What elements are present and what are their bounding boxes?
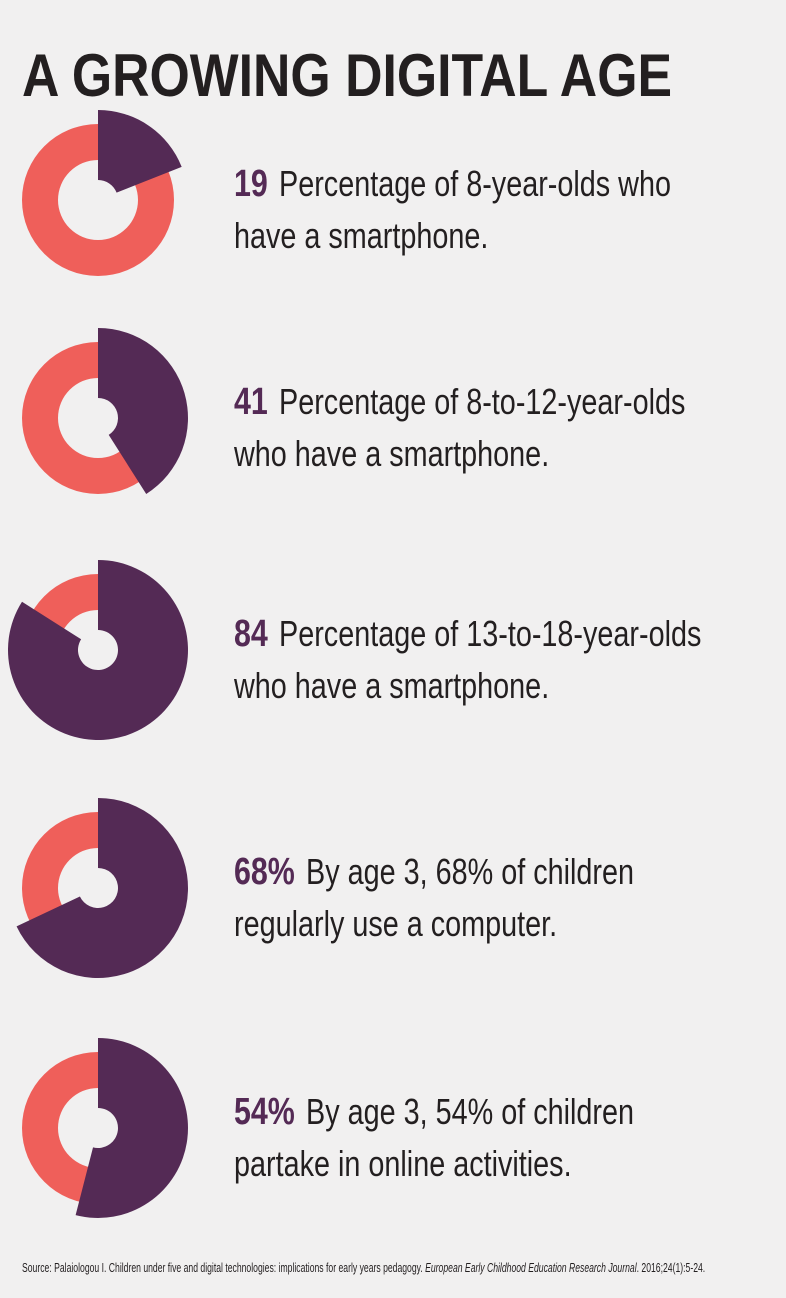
source-citation: Source: Palaiologou I. Children under fi…	[22, 1261, 425, 1275]
donut-segment	[98, 110, 182, 193]
stat-text: 41 Percentage of 8-to-12-year-olds who hav…	[233, 381, 685, 474]
donut-segment	[7, 560, 189, 740]
source-journal: European Early Childhood Education Resea…	[425, 1261, 637, 1275]
stat-number: 54%	[234, 1091, 295, 1133]
stat-number: 84	[234, 613, 268, 655]
stat-number: 19	[234, 163, 268, 205]
donut-chart	[22, 328, 188, 494]
stat-description: have a smartphone.	[234, 215, 488, 256]
donut-chart	[22, 110, 182, 276]
stat-description: Percentage of 13-to-18-year-olds	[279, 613, 701, 654]
stat-description: Percentage of 8-year-olds who	[279, 163, 671, 204]
stat-text: 68% By age 3, 68% of children regularly us…	[234, 851, 634, 944]
stat-line: 68% By age 3, 68% of children	[234, 851, 634, 893]
stat-description: partake in online activities.	[234, 1143, 572, 1184]
stat-line: 19 Percentage of 8-year-olds who	[234, 163, 671, 205]
donut-segment	[16, 798, 189, 978]
stat-description: By age 3, 68% of children	[306, 851, 634, 892]
stat-description: Percentage of 8-to-12-year-olds	[279, 381, 685, 422]
stat-line: 41 Percentage of 8-to-12-year-olds	[234, 381, 685, 423]
donut-chart	[22, 1038, 189, 1218]
stat-line: 54% By age 3, 54% of children	[234, 1091, 634, 1133]
stat-text: 84 Percentage of 13-to-18-year-olds who ha…	[233, 613, 701, 706]
donut-segment	[98, 328, 188, 494]
donut-segment	[75, 1038, 189, 1218]
source-details: . 2016;24(1):5-24.	[637, 1261, 706, 1275]
stat-number: 41	[234, 381, 268, 423]
title: A GROWING DIGITAL AGE	[22, 42, 672, 109]
stat-text: 19 Percentage of 8-year-olds who have a sm…	[234, 163, 671, 256]
stat-description: By age 3, 54% of children	[306, 1091, 634, 1132]
stat-description: who have a smartphone.	[233, 665, 549, 706]
stat-line: 84 Percentage of 13-to-18-year-olds	[234, 613, 701, 655]
donut-chart	[16, 798, 189, 978]
source: Source: Palaiologou I. Children under fi…	[22, 1261, 705, 1275]
stat-description: who have a smartphone.	[233, 433, 549, 474]
stat-number: 68%	[234, 851, 295, 893]
source-text: Source: Palaiologou I. Children under fi…	[22, 1261, 705, 1275]
stat-description: regularly use a computer.	[234, 903, 557, 944]
stat-text: 54% By age 3, 54% of children partake in o…	[234, 1091, 634, 1184]
donut-chart	[7, 560, 189, 740]
